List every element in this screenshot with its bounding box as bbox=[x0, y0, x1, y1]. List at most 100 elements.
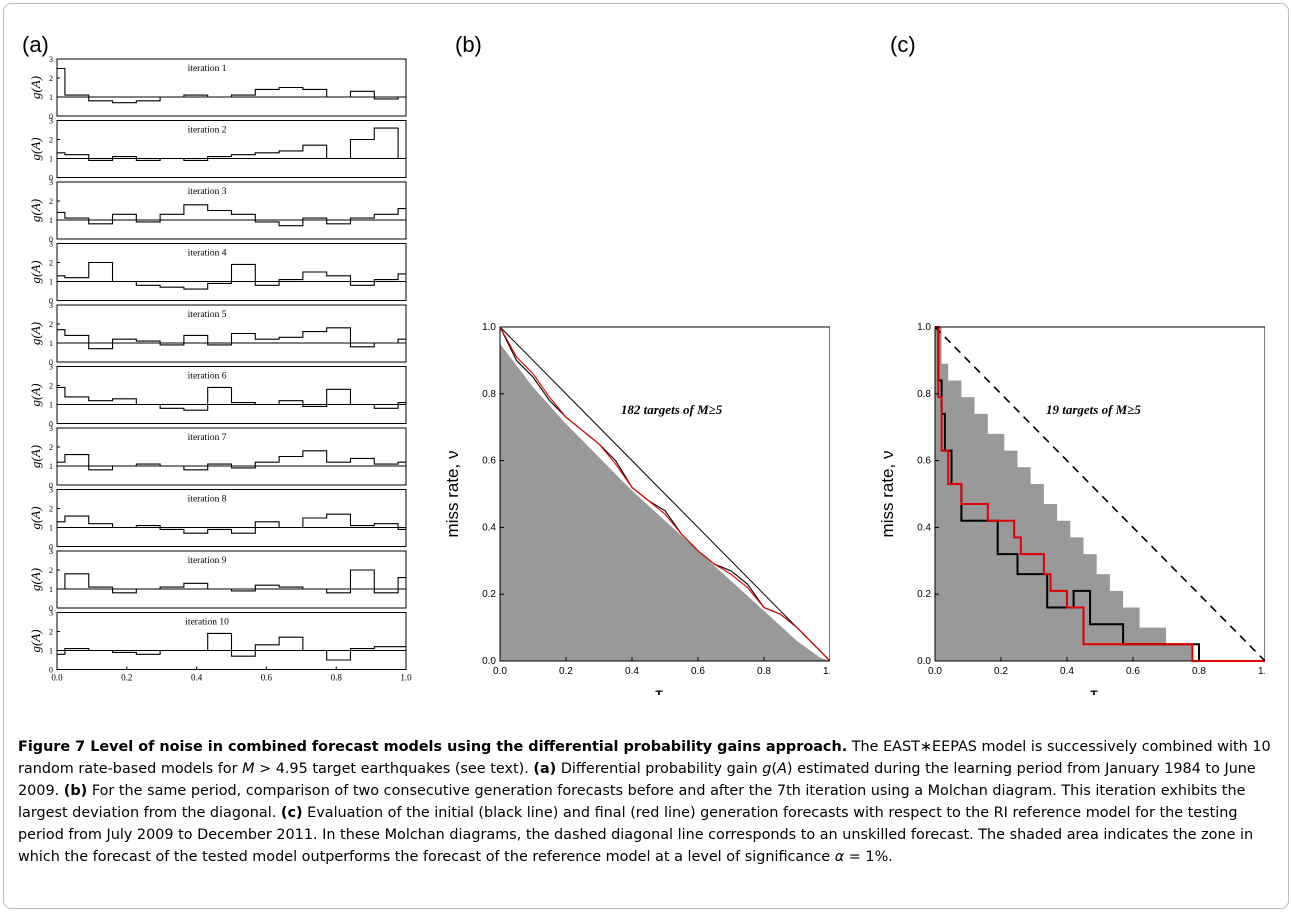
y-tick-label: 3 bbox=[49, 117, 53, 126]
y-tick-label: 0 bbox=[49, 297, 53, 306]
iteration-label: iteration 8 bbox=[188, 495, 227, 505]
caption-text: ( bbox=[771, 761, 778, 777]
y-tick-label: 3 bbox=[49, 240, 53, 249]
caption-ref-a: (a) bbox=[533, 761, 557, 777]
y-tick-label: 0 bbox=[49, 481, 53, 490]
y-tick-label: 2 bbox=[49, 259, 53, 268]
caption-title: Figure 7 Level of noise in combined fore… bbox=[18, 739, 848, 755]
caption-text: Evaluation of the initial (black line) a… bbox=[18, 805, 1254, 865]
x-tick-label: 0.8 bbox=[757, 666, 771, 677]
x-tick-label: 1.0 bbox=[400, 673, 412, 683]
gain-step-series bbox=[57, 127, 406, 161]
iteration-label: iteration 6 bbox=[188, 372, 227, 382]
y-axis-label: g(A) bbox=[28, 383, 43, 406]
caption-text: ) estimated during the learning period f… bbox=[18, 761, 1256, 799]
iteration-label: iteration 10 bbox=[185, 618, 229, 628]
y-tick-label: 1 bbox=[49, 401, 53, 410]
initial-forecast-line bbox=[935, 326, 1265, 662]
caption-text: For the same period, comparison of two c… bbox=[18, 783, 1246, 821]
x-axis-label: A bbox=[228, 689, 238, 691]
unskilled-diagonal bbox=[499, 326, 830, 662]
gain-step-series bbox=[57, 386, 406, 411]
targets-annotation: 19 targets of M≥5 bbox=[1046, 402, 1141, 417]
y-tick-label: 0 bbox=[49, 112, 53, 121]
x-axis-label: τRI bbox=[1090, 685, 1110, 695]
y-tick-label: 3 bbox=[49, 424, 53, 433]
panel-a-frame-5 bbox=[56, 304, 407, 363]
x-tick-label: 1.0 bbox=[823, 666, 830, 677]
y-axis-label: g(A) bbox=[28, 322, 43, 345]
y-axis-label: g(A) bbox=[28, 199, 43, 222]
panel-label-b: (b) bbox=[455, 32, 482, 57]
y-tick-label: 2 bbox=[49, 382, 53, 391]
gain-step-series bbox=[57, 513, 406, 534]
iteration-label: iteration 2 bbox=[188, 126, 227, 136]
y-tick-label: 0.4 bbox=[917, 522, 931, 533]
y-tick-label: 1 bbox=[49, 93, 53, 102]
x-tick-label: 0.0 bbox=[51, 673, 63, 683]
y-tick-label: 2 bbox=[49, 136, 53, 145]
x-tick-label: 0.8 bbox=[1192, 666, 1206, 677]
gain-step-series bbox=[57, 261, 406, 290]
x-tick-label: 0.2 bbox=[994, 666, 1008, 677]
y-axis-label: g(A) bbox=[28, 137, 43, 160]
panel-a-frame-6 bbox=[56, 366, 407, 424]
gain-step-series bbox=[57, 450, 406, 471]
y-tick-label: 0 bbox=[49, 235, 53, 244]
x-tick-label: 0.8 bbox=[331, 673, 343, 683]
y-axis-label: g(A) bbox=[28, 568, 43, 591]
y-tick-label: 0 bbox=[49, 358, 53, 367]
y-tick-label: 3 bbox=[49, 547, 53, 556]
figure-caption: Figure 7 Level of noise in combined fore… bbox=[18, 736, 1280, 868]
y-axis-label: miss rate, ν bbox=[878, 451, 897, 538]
panel-label-c: (c) bbox=[890, 32, 916, 57]
iteration-label: iteration 1 bbox=[188, 64, 227, 74]
y-tick-label: 0.0 bbox=[917, 656, 931, 667]
caption-var: A bbox=[777, 761, 787, 777]
iteration-label: iteration 5 bbox=[188, 310, 227, 320]
caption-text: > 4.95 target earthquakes (see text). bbox=[254, 761, 534, 777]
panel-a-frame-3 bbox=[56, 181, 407, 240]
y-tick-label: 0.6 bbox=[482, 456, 496, 467]
y-tick-label: 2 bbox=[49, 74, 53, 83]
y-tick-label: 2 bbox=[49, 443, 53, 452]
y-tick-label: 0 bbox=[49, 420, 53, 429]
panel-a-frame-1 bbox=[56, 58, 407, 117]
iteration-label: iteration 7 bbox=[188, 433, 227, 443]
x-tick-label: 0.4 bbox=[191, 673, 203, 683]
plot-frame bbox=[499, 326, 830, 662]
gain-step-series bbox=[57, 327, 406, 350]
targets-annotation: 182 targets of M≥5 bbox=[621, 402, 723, 417]
caption-var: g bbox=[762, 761, 772, 777]
y-tick-label: 0.2 bbox=[482, 589, 496, 600]
x-tick-label: 0.6 bbox=[1126, 666, 1140, 677]
gain-step-series bbox=[57, 204, 406, 227]
caption-ref-b: (b) bbox=[63, 783, 88, 799]
final-forecast-line bbox=[499, 326, 830, 662]
y-tick-label: 0 bbox=[49, 174, 53, 183]
x-tick-label: 0.4 bbox=[1060, 666, 1074, 677]
y-tick-label: 0.6 bbox=[917, 456, 931, 467]
y-tick-label: 1.0 bbox=[482, 322, 496, 333]
y-tick-label: 1 bbox=[49, 585, 53, 594]
y-tick-label: 0.8 bbox=[917, 389, 931, 400]
y-tick-label: 3 bbox=[49, 178, 53, 187]
y-tick-label: 0.4 bbox=[482, 522, 496, 533]
iteration-label: iteration 4 bbox=[188, 249, 227, 259]
y-tick-label: 1 bbox=[49, 216, 53, 225]
caption-ref-c: (c) bbox=[280, 805, 303, 821]
panel-a-frame-8 bbox=[56, 489, 407, 547]
panel-labels: (a) (b) (c) bbox=[22, 32, 916, 57]
x-tick-label: 0.2 bbox=[559, 666, 573, 677]
y-axis-label: g(A) bbox=[28, 76, 43, 99]
y-tick-label: 1 bbox=[49, 339, 53, 348]
x-axis-label: τRI bbox=[655, 685, 675, 695]
figure-frame bbox=[3, 3, 1289, 909]
y-tick-label: 0 bbox=[49, 604, 53, 613]
iteration-label: iteration 3 bbox=[188, 187, 227, 197]
y-tick-label: 1 bbox=[49, 524, 53, 533]
y-axis-label: g(A) bbox=[28, 629, 43, 652]
x-tick-label: 0.0 bbox=[493, 666, 507, 677]
y-tick-label: 2 bbox=[49, 628, 53, 637]
x-tick-label: 0.6 bbox=[691, 666, 705, 677]
